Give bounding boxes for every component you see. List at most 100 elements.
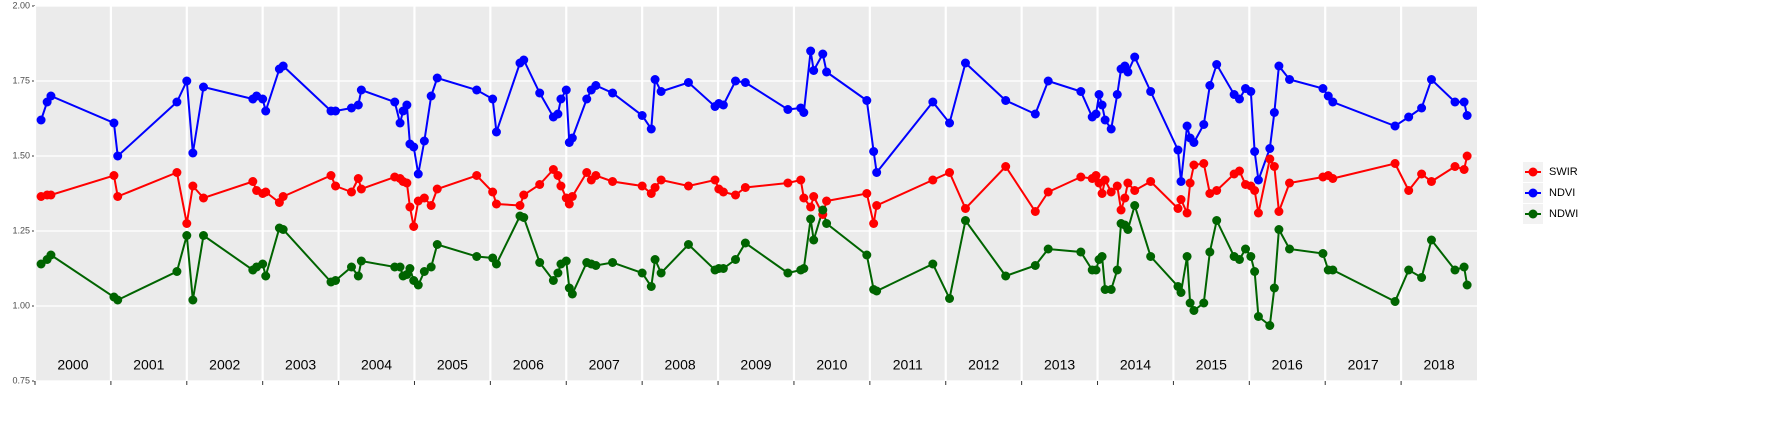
data-point: [1076, 247, 1086, 257]
data-point: [718, 264, 728, 273]
data-point: [1328, 97, 1338, 107]
data-point: [1106, 285, 1116, 294]
data-point: [556, 181, 566, 191]
data-point: [182, 231, 192, 240]
data-point: [346, 187, 356, 197]
data-point: [608, 177, 618, 186]
data-point: [409, 142, 419, 152]
data-point: [960, 216, 970, 225]
data-point: [519, 213, 529, 222]
data-point: [718, 100, 728, 110]
data-point: [172, 168, 182, 177]
year-label: 2013: [1044, 357, 1075, 373]
data-point: [1318, 249, 1328, 258]
data-point: [591, 81, 601, 90]
data-point: [419, 136, 429, 146]
data-point: [591, 171, 601, 180]
data-point: [109, 171, 119, 180]
data-point: [1234, 166, 1244, 176]
data-point: [731, 76, 741, 86]
data-point: [561, 85, 571, 95]
data-point: [331, 181, 341, 191]
data-point: [353, 271, 363, 281]
data-point: [172, 267, 182, 276]
data-point: [1182, 121, 1192, 131]
data-point: [1265, 321, 1275, 330]
data-point: [402, 100, 412, 110]
data-point: [1404, 265, 1414, 275]
data-point: [608, 258, 618, 267]
legend-label: SWIR: [1549, 166, 1578, 178]
data-point: [1269, 283, 1279, 293]
data-point: [710, 175, 720, 185]
data-point: [553, 109, 563, 119]
year-label: 2015: [1196, 357, 1227, 373]
data-point: [945, 168, 955, 177]
data-point: [740, 78, 750, 87]
data-point: [409, 222, 419, 231]
data-point: [519, 190, 529, 200]
data-point: [872, 168, 882, 177]
year-label: 2008: [665, 357, 696, 373]
data-point: [1253, 312, 1263, 321]
data-point: [1285, 178, 1295, 188]
panel: [35, 6, 1477, 381]
data-point: [356, 85, 366, 95]
data-point: [1043, 187, 1053, 197]
data-point: [426, 91, 436, 101]
data-point: [1274, 207, 1284, 216]
data-point: [1328, 174, 1338, 183]
data-point: [872, 201, 882, 210]
data-point: [395, 262, 405, 272]
data-point: [731, 255, 741, 264]
data-point: [799, 108, 809, 117]
year-label: 2014: [1120, 357, 1151, 373]
data-point: [472, 85, 482, 95]
data-point: [1094, 90, 1104, 99]
year-label: 2012: [968, 357, 999, 373]
year-label: 2018: [1423, 357, 1454, 373]
data-point: [862, 250, 872, 260]
data-point: [582, 94, 592, 104]
data-point: [488, 187, 498, 197]
year-label: 2011: [893, 357, 923, 373]
data-point: [1182, 252, 1192, 261]
data-point: [113, 295, 123, 305]
data-point: [188, 295, 198, 305]
data-point: [109, 118, 119, 128]
year-label: 2007: [589, 357, 620, 373]
data-point: [278, 225, 288, 234]
data-point: [608, 88, 618, 98]
data-point: [1001, 162, 1011, 171]
data-point: [1173, 204, 1183, 213]
year-label: 2017: [1348, 357, 1379, 373]
data-point: [1274, 61, 1284, 71]
data-point: [182, 219, 192, 228]
y-tick-label: 2.00: [12, 0, 30, 10]
data-point: [1176, 177, 1186, 186]
data-point: [1097, 100, 1107, 110]
data-point: [1250, 186, 1260, 195]
data-point: [1185, 178, 1195, 188]
data-point: [564, 199, 574, 209]
data-point: [809, 66, 819, 75]
data-point: [646, 124, 656, 134]
data-point: [567, 192, 577, 201]
data-point: [650, 183, 660, 192]
data-point: [1459, 165, 1469, 174]
data-point: [1246, 87, 1256, 96]
data-point: [1176, 288, 1186, 297]
data-point: [822, 219, 832, 228]
data-point: [258, 94, 268, 104]
data-point: [1100, 115, 1110, 125]
data-point: [491, 259, 501, 269]
data-point: [650, 255, 660, 264]
y-tick-label: 1.00: [12, 300, 30, 310]
data-point: [683, 181, 693, 191]
data-point: [1097, 189, 1107, 198]
year-label: 2006: [513, 357, 544, 373]
year-label: 2016: [1272, 357, 1303, 373]
data-point: [1030, 109, 1040, 119]
data-point: [591, 261, 601, 270]
data-point: [1250, 267, 1260, 276]
